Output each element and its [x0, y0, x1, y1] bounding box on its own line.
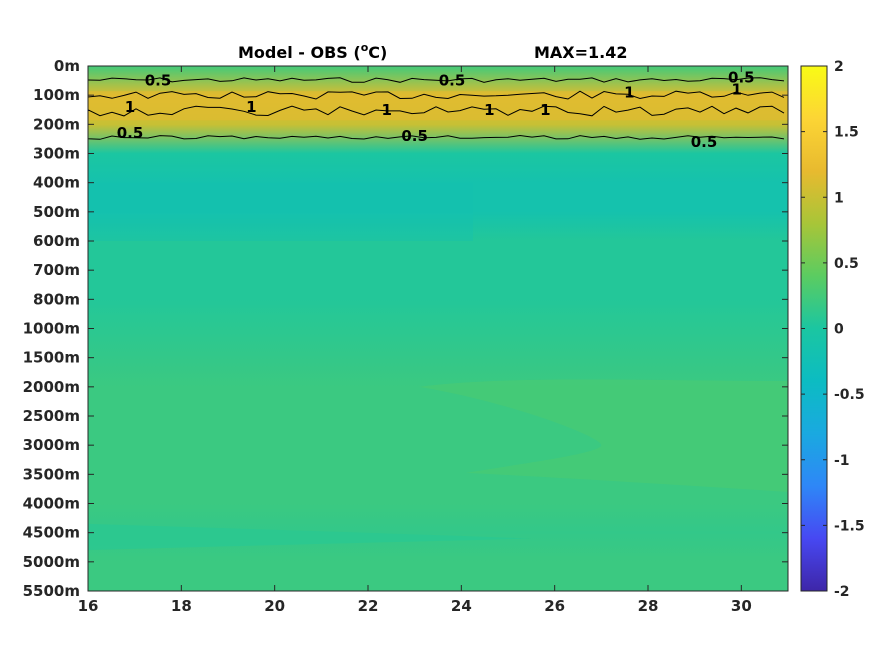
colorbar-tick-label: -1.5: [834, 518, 865, 534]
x-tick-label: 20: [264, 597, 285, 615]
chart-title-main: Model - OBS (: [238, 43, 361, 62]
contour-1-lower: [88, 105, 785, 117]
colorbar-tick-label: 0: [834, 322, 844, 338]
y-tick-label: 4500m: [23, 524, 80, 542]
cool-band: [88, 523, 532, 551]
contour-label: 1: [125, 98, 135, 116]
y-tick-label: 3000m: [23, 436, 80, 454]
max-label: MAX=1.42: [534, 43, 628, 62]
plot-area: 0.5 0.5 0.51 1 1 1 11 10.5 0.5 0.5: [87, 65, 789, 592]
cool-patch: [88, 182, 473, 241]
colorbar-tick-label: 1.5: [834, 125, 859, 141]
colorbar-tick-label: 0.5: [834, 256, 859, 272]
x-tick-label: 22: [358, 597, 379, 615]
colorbar-tick-label: 1: [834, 190, 844, 206]
contour-label: 1: [624, 83, 634, 101]
plot-field: [88, 66, 788, 591]
chart-title: Model - OBS (oC): [238, 41, 387, 62]
y-tick-label: 5500m: [23, 582, 80, 600]
x-tick-label: 26: [544, 597, 565, 615]
y-axis: 0m 100m 200m 300m 400m 500m 600m 700m 800m 1000m 1…: [23, 57, 788, 600]
y-tick-label: 500m: [33, 203, 80, 221]
colorbar: 2 1.5 1 0.5 0 -0.5 -1 -1.5 -2: [800, 59, 865, 600]
y-tick-label: 200m: [33, 115, 80, 133]
y-tick-label: 700m: [33, 261, 80, 279]
x-tick-label: 28: [638, 597, 659, 615]
y-tick-label: 3500m: [23, 465, 80, 483]
degree-mark: o: [361, 41, 369, 54]
contour-label: 0.5: [728, 69, 755, 87]
colorbar-ticks: 2 1.5 1 0.5 0 -0.5 -1 -1.5 -2: [801, 59, 865, 600]
y-tick-label: 100m: [33, 86, 80, 104]
contour-lines: [88, 77, 785, 140]
y-tick-label: 4000m: [23, 495, 80, 513]
colorbar-tick-label: -0.5: [834, 387, 865, 403]
y-tick-label: 2500m: [23, 407, 80, 425]
contour-0.5-upper: [88, 77, 785, 83]
contour-label: 0.5: [117, 124, 144, 142]
y-tick-label: 300m: [33, 145, 80, 163]
y-tick-label: 600m: [33, 232, 80, 250]
contour-label: 1: [381, 101, 391, 119]
contour-label: 1: [484, 101, 494, 119]
colorbar-tick-label: -1: [834, 453, 850, 469]
colorbar-tick-label: -2: [834, 584, 850, 600]
warm-tongue: [419, 379, 788, 492]
contour-label: 1: [246, 98, 256, 116]
contour-label: 0.5: [145, 72, 172, 90]
chart-title-unit: C): [368, 43, 387, 62]
y-tick-label: 5000m: [23, 553, 80, 571]
y-tick-label: 400m: [33, 174, 80, 192]
colorbar-tick-label: 2: [834, 59, 844, 75]
contour-label: 0.5: [401, 127, 428, 145]
contour-label: 0.5: [439, 72, 466, 90]
contour-labels: 0.5 0.5 0.51 1 1 1 11 10.5 0.5 0.5: [117, 69, 755, 151]
contour-label: 0.5: [691, 133, 718, 151]
y-tick-label: 800m: [33, 290, 80, 308]
colorbar-fill: [800, 65, 828, 592]
warm-core: [88, 91, 788, 121]
y-tick-label: 2000m: [23, 378, 80, 396]
x-tick-label: 18: [171, 597, 192, 615]
y-tick-label: 0m: [54, 57, 80, 75]
x-tick-label: 30: [731, 597, 752, 615]
x-axis: 16 18 20 22 24 26 28 30: [78, 66, 752, 615]
x-tick-label: 24: [451, 597, 472, 615]
y-tick-label: 1000m: [23, 320, 80, 338]
x-tick-label: 16: [78, 597, 99, 615]
contour-0.5-lower: [88, 134, 785, 140]
y-tick-label: 1500m: [23, 349, 80, 367]
contour-label: 1: [540, 101, 550, 119]
contour-label: 1: [731, 80, 741, 98]
contour-1-upper: [88, 90, 785, 100]
